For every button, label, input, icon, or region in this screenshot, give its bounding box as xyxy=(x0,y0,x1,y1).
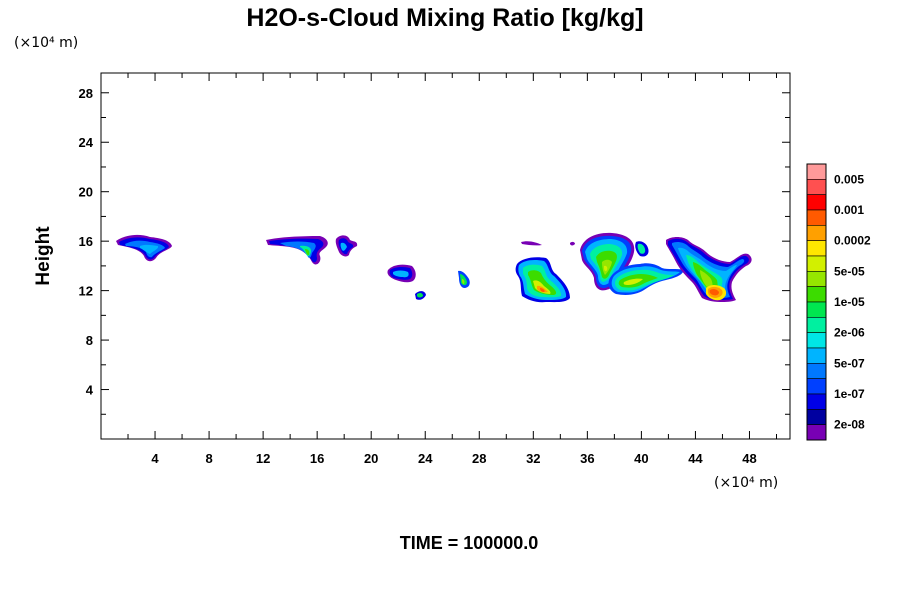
colorbar-label: 5e-05 xyxy=(834,264,865,278)
cloud-4 xyxy=(387,264,416,283)
colorbar-swatch xyxy=(806,347,827,364)
colorbar-swatch xyxy=(806,409,827,425)
y-axis: 4 8 12 16 20 24 28 xyxy=(79,86,790,415)
y-tick-label: 8 xyxy=(86,333,93,348)
x-tick-label: 24 xyxy=(418,451,433,466)
colorbar-label: 1e-07 xyxy=(834,387,865,401)
x-tick-label: 40 xyxy=(634,451,648,466)
x-tick-label: 8 xyxy=(205,451,212,466)
cloud-9 xyxy=(608,241,684,295)
x-tick-label: 12 xyxy=(256,451,270,466)
cloud-6 xyxy=(458,270,470,288)
y-tick-label: 16 xyxy=(79,234,93,249)
cloud-7 xyxy=(515,257,570,303)
x-tick-label: 4 xyxy=(151,451,159,466)
colorbar-label: 2e-06 xyxy=(834,326,865,340)
y-axis-label: Height xyxy=(33,226,54,286)
colorbar-swatch xyxy=(806,424,827,441)
colorbar-label: 2e-08 xyxy=(834,418,865,432)
cloud-2 xyxy=(266,236,328,265)
x-tick-label: 44 xyxy=(688,451,703,466)
x-tick-label: 28 xyxy=(472,451,486,466)
x-tick-label: 48 xyxy=(742,451,756,466)
cloud-11 xyxy=(521,241,575,246)
colorbar-swatch xyxy=(806,317,827,333)
y-tick-label: 20 xyxy=(79,185,93,200)
y-tick-label: 24 xyxy=(79,135,94,150)
colorbar-swatch xyxy=(806,378,827,395)
colorbar-swatch xyxy=(806,179,827,195)
x-tick-label: 16 xyxy=(310,451,324,466)
cloud-5 xyxy=(415,291,426,300)
colorbar-label: 0.005 xyxy=(834,172,864,186)
colorbar-label: 0.001 xyxy=(834,203,864,217)
x-tick-label: 36 xyxy=(580,451,594,466)
x-tick-label: 32 xyxy=(526,451,540,466)
colorbar-swatch xyxy=(806,240,827,257)
y-tick-label: 12 xyxy=(79,284,93,299)
colorbar-label: 0.0002 xyxy=(834,234,871,248)
colorbar-swatch xyxy=(806,271,827,287)
cloud-field xyxy=(116,232,752,303)
colorbar-frame xyxy=(806,163,827,441)
colorbar-swatch xyxy=(806,363,827,379)
colorbar-swatch xyxy=(806,332,827,349)
colorbar-label: 5e-07 xyxy=(834,356,865,370)
y-axis-unit: (×10⁴ m) xyxy=(14,35,78,51)
time-label: TIME = 100000.0 xyxy=(400,533,539,553)
x-tick-label: 20 xyxy=(364,451,378,466)
colorbar-label: 1e-05 xyxy=(834,295,865,309)
colorbar-swatch xyxy=(806,255,827,272)
colorbar-swatch xyxy=(806,301,827,318)
colorbar-swatch xyxy=(806,194,827,211)
x-axis-unit: (×10⁴ m) xyxy=(714,475,778,491)
chart-title: H2O-s-Cloud Mixing Ratio [kg/kg] xyxy=(246,4,643,32)
x-axis: 4 8 12 16 20 24 28 32 36 40 44 48 xyxy=(127,73,777,466)
y-tick-label: 28 xyxy=(79,86,93,101)
colorbar-swatch xyxy=(806,163,827,180)
colorbar-swatch xyxy=(806,225,827,241)
colorbar-swatch xyxy=(806,209,827,226)
colorbar-swatch xyxy=(806,286,827,303)
cloud-1 xyxy=(116,234,172,262)
y-tick-label: 4 xyxy=(86,383,94,398)
colorbar: 0.005 0.001 0.0002 5e-05 1e-05 2e-06 5e-07 1e-0… xyxy=(806,163,871,441)
colorbar-swatch xyxy=(806,393,827,410)
cloud-10 xyxy=(666,237,752,302)
cloud-3 xyxy=(335,235,358,257)
